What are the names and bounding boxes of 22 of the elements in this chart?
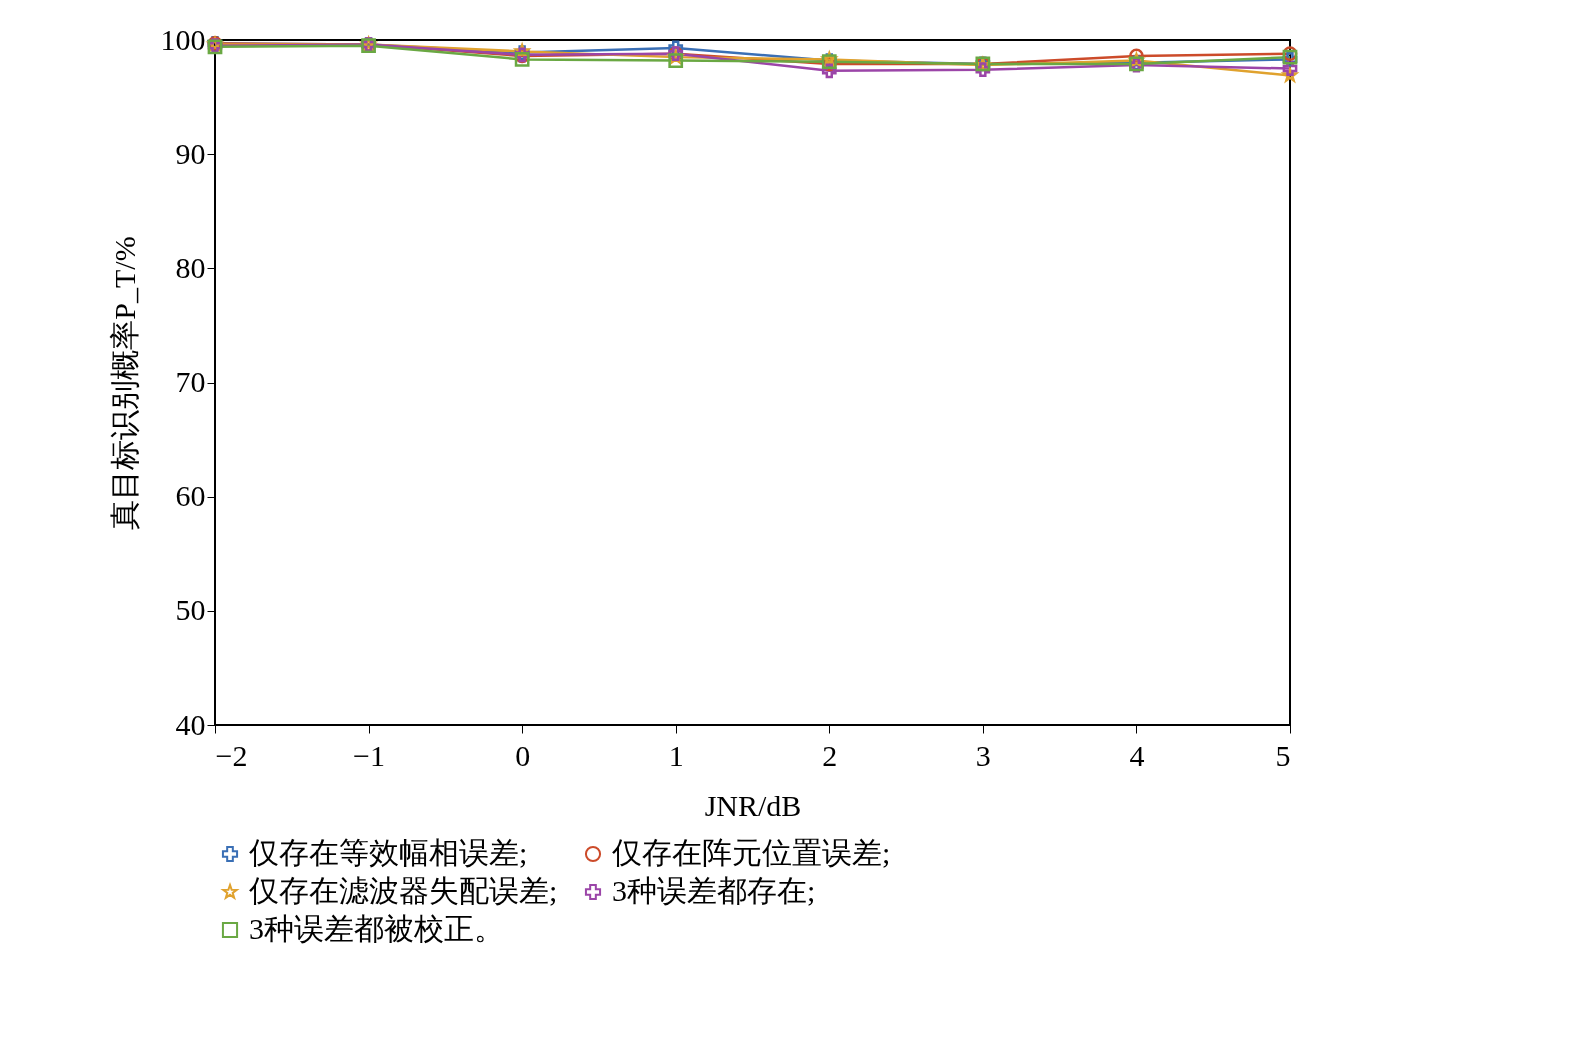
- x-tick-label: 4: [1129, 738, 1145, 772]
- y-axis-title: 真目标识别概率P_T/%: [107, 236, 141, 530]
- legend-label: 仅存在等效幅相误差;: [249, 836, 528, 869]
- x-tick-label: 5: [1275, 738, 1291, 772]
- legend-label: 3种误差都存在;: [612, 874, 816, 907]
- y-tick-label: 40: [175, 707, 206, 741]
- y-tick-label: 90: [175, 136, 206, 170]
- x-tick-label: 1: [668, 738, 684, 772]
- y-tick-label: 80: [175, 250, 206, 284]
- y-tick-label: 70: [175, 365, 206, 398]
- legend-label: 仅存在阵元位置误差;: [612, 836, 891, 869]
- x-axis-title: JNR/dB: [704, 788, 802, 822]
- y-tick-label: 100: [160, 22, 206, 56]
- x-tick-label: 0: [515, 738, 531, 772]
- y-tick-label: 60: [175, 479, 206, 513]
- x-tick-label: 2: [822, 738, 838, 772]
- x-tick-label: −1: [353, 738, 386, 772]
- legend-label: 3种误差都被校正。: [249, 912, 504, 945]
- legend-label: 仅存在滤波器失配误差;: [249, 874, 558, 907]
- x-tick-label: 3: [975, 738, 991, 772]
- x-tick-label: −2: [215, 738, 248, 772]
- y-tick-label: 50: [175, 593, 206, 627]
